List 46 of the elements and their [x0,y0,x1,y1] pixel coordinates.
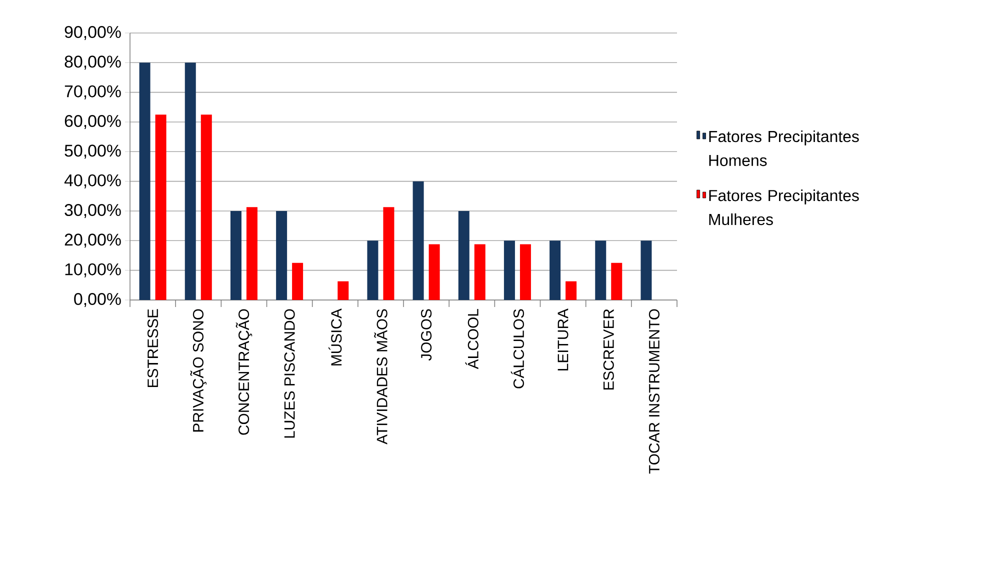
bar [566,281,577,300]
bar [504,240,515,300]
bar [292,262,304,300]
y-tick-label: 0,00% [74,292,121,307]
x-tick-label: ÁLCOOL [465,309,478,370]
bar [458,210,470,300]
bar [550,240,561,300]
x-tick-label: JOGOS [421,309,432,361]
x-tick-label: CONCENTRAÇÃO [236,309,252,435]
bar [338,281,349,300]
bar [412,181,424,300]
bar [139,62,150,300]
y-tick-label: 70,00% [64,85,121,100]
y-tick-label: 30,00% [64,204,121,218]
bar [383,207,394,300]
legend-label: Fatores Precipitantes Mulheres [709,189,859,226]
y-tick-label: 20,00% [64,234,121,248]
bar [428,244,440,300]
y-tick-label: 90,00% [64,26,121,40]
bar [230,210,242,300]
y-tick-label: 40,00% [64,174,121,188]
bar [474,244,486,300]
x-tick-label: ESTRESSE [148,309,158,388]
bar [611,262,622,300]
bar [200,114,212,300]
legend-label: Fatores Precipitantes Homens [709,130,859,166]
y-tick-label: 50,00% [64,144,121,159]
bar [184,62,196,300]
bar [520,244,531,300]
x-tick-label: LUZES PISCANDO [284,309,295,438]
bar [276,210,288,300]
bar [155,114,166,300]
bar [595,240,606,300]
x-tick-label: MÚSICA [328,308,342,366]
bar [246,207,258,300]
bar [640,240,652,300]
x-tick-label: CÁLCULOS [510,309,524,388]
x-tick-label: ESCREVER [603,309,614,390]
x-tick-label: LEITURA [558,308,568,370]
x-tick-label: ATIVIDADES MÃOS [374,309,388,444]
y-tick-label: 80,00% [64,56,121,70]
y-tick-label: 60,00% [64,114,121,129]
x-tick-label: PRIVAÇÃO SONO [190,309,207,432]
y-tick-label: 10,00% [65,263,121,278]
x-tick-label: TOCAR INSTRUMENTO [648,309,660,474]
bar [367,240,378,300]
